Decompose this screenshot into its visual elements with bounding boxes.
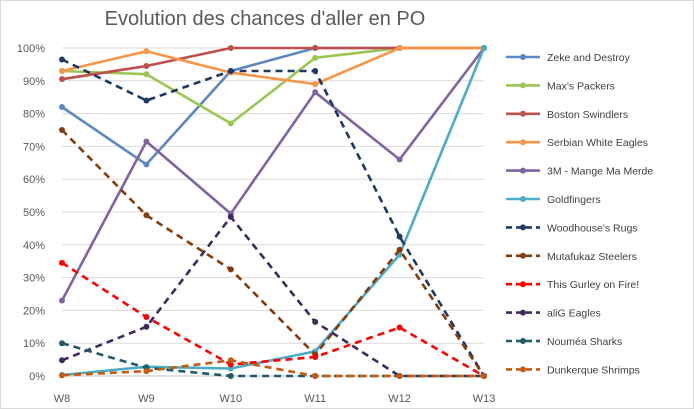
data-point: [227, 361, 234, 368]
x-tick-label: W13: [473, 393, 496, 405]
data-point: [396, 324, 403, 331]
data-point: [59, 56, 65, 63]
legend-label: Nouméa Sharks: [547, 336, 622, 348]
legend-marker: [520, 196, 526, 202]
series-line-6: [61, 58, 486, 377]
legend-marker: [520, 366, 526, 373]
y-tick-label: 20%: [23, 305, 45, 317]
legend-label: Mutafukaz Steelers: [547, 251, 637, 263]
legend-marker: [520, 338, 526, 344]
x-tick-label: W9: [138, 393, 155, 405]
y-tick-label: 70%: [23, 141, 45, 153]
legend-label: This Gurley on Fire!: [547, 279, 639, 291]
data-point: [59, 259, 65, 266]
data-point: [59, 297, 65, 304]
y-tick-label: 50%: [23, 207, 45, 219]
data-point: [59, 127, 65, 133]
data-point: [143, 368, 150, 375]
series-line-3: [61, 46, 484, 86]
data-point: [143, 97, 150, 104]
data-point: [59, 340, 65, 347]
y-tick-label: 100%: [17, 43, 45, 55]
data-point: [481, 45, 487, 51]
y-tick-label: 30%: [23, 273, 45, 285]
series-line-11: [61, 358, 484, 378]
data-point: [59, 372, 65, 379]
legend-marker: [520, 252, 526, 259]
x-tick-label: W8: [54, 393, 71, 405]
data-point: [227, 120, 234, 127]
data-point: [227, 357, 234, 364]
legend-label: Max's Packers: [547, 80, 615, 92]
legend-marker: [520, 110, 526, 117]
data-point: [59, 104, 65, 111]
data-point: [143, 138, 150, 145]
data-point: [59, 76, 65, 83]
data-point: [227, 45, 234, 51]
y-tick-label: 10%: [23, 338, 45, 350]
data-point: [143, 313, 150, 320]
chart-title: Evolution des chances d'aller en PO: [104, 8, 426, 30]
data-point: [143, 323, 150, 330]
data-point: [312, 54, 319, 61]
legend-marker: [520, 224, 526, 231]
legend-marker: [520, 82, 526, 89]
data-point: [396, 45, 403, 51]
data-point: [312, 45, 319, 51]
data-point: [143, 48, 150, 55]
data-point: [312, 67, 319, 74]
data-point: [396, 373, 403, 379]
data-point: [312, 318, 319, 325]
data-point: [143, 71, 150, 78]
data-point: [312, 89, 319, 96]
legend-label: Woodhouse's Rugs: [547, 222, 638, 234]
y-tick-label: 0%: [29, 371, 45, 383]
data-point: [396, 233, 403, 240]
y-tick-label: 60%: [23, 174, 45, 186]
series-line-0: [61, 46, 484, 166]
data-point: [143, 161, 150, 168]
x-tick-label: W10: [219, 393, 242, 405]
data-point: [396, 156, 403, 163]
data-point: [312, 373, 319, 379]
legend-label: 3M - Mange Ma Merde: [547, 166, 653, 178]
legend-label: aliG Eagles: [547, 308, 601, 320]
data-point: [227, 373, 234, 379]
data-point: [312, 353, 319, 360]
series-line-9: [61, 215, 484, 378]
legend-label: Dunkerque Shrimps: [547, 364, 640, 376]
data-point: [481, 373, 487, 379]
data-point: [312, 81, 319, 88]
data-point: [227, 266, 234, 273]
data-point: [143, 63, 150, 70]
data-point: [227, 67, 234, 74]
legend-marker: [520, 139, 526, 146]
data-point: [227, 213, 234, 220]
data-point: [143, 212, 150, 219]
x-tick-label: W12: [388, 393, 411, 405]
series-line-8: [61, 261, 485, 378]
series-line-5: [61, 47, 486, 377]
y-tick-label: 80%: [23, 109, 45, 121]
legend-marker: [520, 309, 526, 316]
series-line-4: [60, 47, 486, 302]
legend-label: Boston Swindlers: [547, 109, 628, 121]
series-line-7: [61, 129, 486, 377]
y-tick-label: 90%: [23, 76, 45, 88]
legend-label: Serbian White Eagles: [547, 137, 648, 149]
data-point: [59, 67, 65, 74]
y-tick-label: 40%: [23, 240, 45, 252]
data-point: [59, 357, 65, 364]
legend-marker: [520, 54, 526, 60]
legend-marker: [520, 281, 526, 288]
legend-label: Zeke and Destroy: [547, 52, 631, 64]
series-line-10: [61, 341, 484, 378]
x-tick-label: W11: [304, 393, 326, 405]
data-point: [396, 246, 403, 253]
legend-label: Goldfingers: [547, 194, 601, 206]
legend-marker: [520, 167, 526, 174]
